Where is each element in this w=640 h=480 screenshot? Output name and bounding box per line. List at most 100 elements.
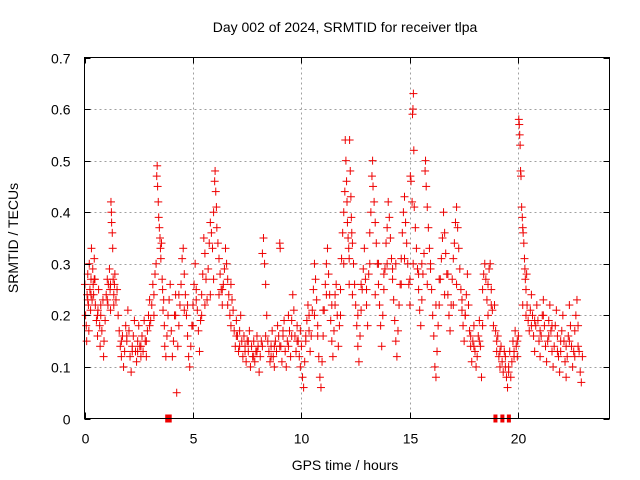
data-point [279,326,288,335]
data-point [156,254,165,263]
data-point [566,321,575,330]
data-point [576,368,585,377]
data-point [211,187,220,196]
data-point [544,331,553,340]
data-point [527,290,536,299]
data-point [259,234,268,242]
data-point [340,187,349,196]
data-point [553,331,562,340]
data-point [363,321,372,330]
data-point [475,316,484,325]
data-point [209,275,218,284]
data-point [154,197,163,206]
data-point [383,259,392,268]
data-point [568,362,577,371]
data-point [316,383,325,392]
data-point [440,290,449,299]
data-point [258,342,267,351]
data-point [272,347,281,356]
data-point [331,290,340,299]
data-point [369,182,378,191]
data-point [324,270,333,279]
data-point [388,275,397,284]
data-point [467,357,476,366]
data-point [261,331,270,340]
data-point [536,326,545,335]
data-point [265,357,274,366]
data-point [493,331,502,340]
data-point [109,301,118,310]
data-point [93,311,102,320]
data-point [338,228,347,237]
data-point [116,342,125,351]
data-point [130,316,139,325]
data-point [488,306,497,315]
data-point [473,352,482,361]
data-point [92,316,101,325]
data-point [495,347,504,356]
data-point [401,218,410,227]
data-point [108,228,117,237]
data-point [268,326,277,335]
y-tick-label: 0.2 [51,308,71,324]
data-point [354,357,363,366]
data-point [456,285,465,294]
data-point [484,311,493,320]
data-point [271,337,280,346]
data-point [252,331,261,340]
data-point [409,259,418,268]
data-point [123,306,132,315]
data-point [361,275,370,284]
y-tick-label: 0.5 [51,154,71,170]
data-point [167,326,176,335]
data-point [90,275,99,284]
data-point [347,213,356,222]
data-point [313,331,322,340]
data-point [448,275,457,284]
data-point [357,280,366,289]
data-point [565,337,574,346]
data-point [577,378,586,387]
data-point [530,316,539,325]
data-point [539,311,548,320]
data-point [235,342,244,351]
data-point [219,280,228,289]
data-point [543,337,552,346]
data-point [305,311,314,320]
data-point [397,280,406,289]
data-point [497,342,506,351]
data-point [454,244,463,253]
data-point [345,136,354,145]
data-point [114,311,123,320]
data-point [273,321,282,330]
data-point [232,331,241,340]
data-point [525,326,534,335]
data-point [385,213,394,222]
data-point [512,342,521,351]
data-point [345,254,354,263]
data-point [215,290,224,299]
data-point [329,326,338,335]
y-tick-label: 0.4 [51,205,71,221]
data-point [105,264,114,273]
data-point [148,280,157,289]
data-point [409,89,418,98]
data-point [409,146,418,155]
data-point [362,301,371,310]
data-point [296,326,305,335]
data-point [439,208,448,217]
data-point [191,259,200,268]
data-point [337,254,346,263]
data-point [462,290,471,299]
data-point [204,264,213,273]
data-point [380,264,389,273]
data-point [87,244,96,253]
data-point [225,311,234,320]
data-point [298,373,307,382]
y-axis-ticks: 0 0.1 0.2 0.3 0.4 0.5 0.6 0.7 [51,51,610,428]
data-point [85,259,94,268]
data-point [575,347,584,356]
data-point [156,244,165,253]
data-point [226,280,235,289]
data-point [335,321,344,330]
